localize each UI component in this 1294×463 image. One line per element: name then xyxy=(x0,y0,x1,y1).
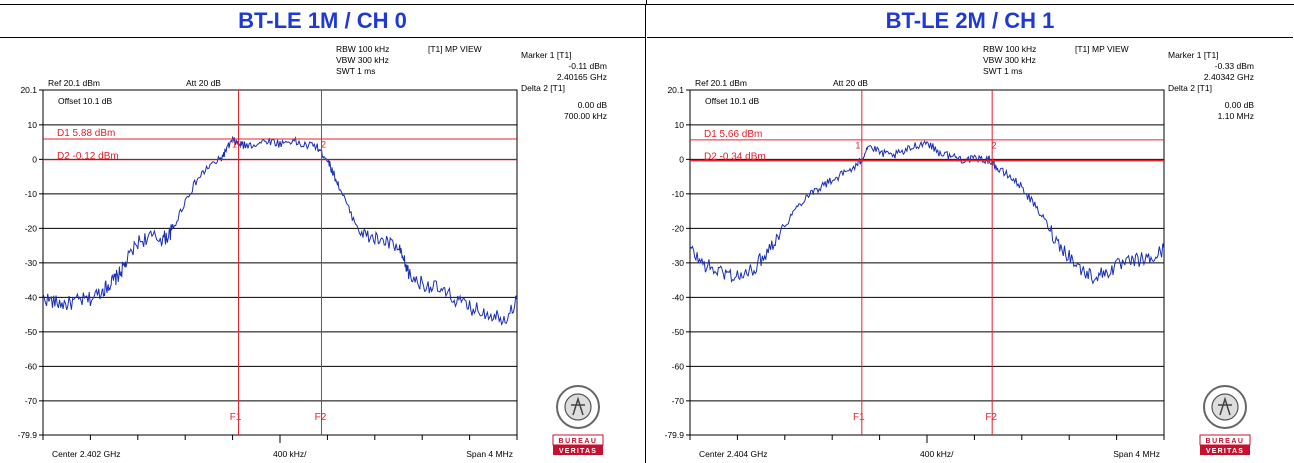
d2-label: D2 -0.34 dBm xyxy=(704,152,766,163)
bv-logo-line2: VERITAS xyxy=(559,448,597,455)
delta2-level: 0.00 dB xyxy=(1225,100,1255,110)
seal-inner-figure xyxy=(1211,393,1239,421)
bv-logo-line1: BUREAU xyxy=(1206,438,1245,445)
panel-title: BT-LE 1M / CH 0 xyxy=(0,5,645,38)
marker1-level: -0.33 dBm xyxy=(1215,61,1254,71)
d1-label: D1 5.88 dBm xyxy=(57,128,115,139)
y-tick-label: -79.9 xyxy=(665,430,685,440)
y-tick-label: -20 xyxy=(672,223,685,233)
offset-label: Offset 10.1 dB xyxy=(58,96,113,106)
f2-label: F2 xyxy=(985,412,997,423)
marker-1-index: 1 xyxy=(855,140,860,150)
ref-level-label: Ref 20.1 dBm xyxy=(695,78,747,88)
rbw-label: RBW 100 kHz xyxy=(336,44,389,54)
delta2-label: Delta 2 [T1] xyxy=(1168,83,1212,93)
y-tick-label: -70 xyxy=(672,396,685,406)
rbw-label: RBW 100 kHz xyxy=(983,44,1036,54)
bv-logo-line1: BUREAU xyxy=(559,438,598,445)
f1-label: F1 xyxy=(230,412,242,423)
vbw-label: VBW 300 kHz xyxy=(336,55,389,65)
f2-label: F2 xyxy=(315,412,327,423)
swt-label: SWT 1 ms xyxy=(336,66,376,76)
y-tick-label: -60 xyxy=(25,361,38,371)
marker1-label: Marker 1 [T1] xyxy=(1168,50,1219,60)
marker1-label: Marker 1 [T1] xyxy=(521,50,572,60)
bv-logo-line2: VERITAS xyxy=(1206,448,1244,455)
d2-label: D2 -0.12 dBm xyxy=(57,151,119,162)
marker-2-index: 2 xyxy=(992,140,997,150)
vbw-label: VBW 300 kHz xyxy=(983,55,1036,65)
y-tick-label: -60 xyxy=(672,361,685,371)
y-tick-label: -70 xyxy=(25,396,38,406)
bv-logo-bottom xyxy=(1200,445,1250,455)
bureau-veritas-seal xyxy=(1203,385,1247,429)
y-tick-label: 20.1 xyxy=(667,85,684,95)
marker1-freq: 2.40342 GHz xyxy=(1204,72,1254,82)
y-tick-label: 0 xyxy=(679,154,684,164)
panel-1: BT-LE 2M / CH 1 20.1 10 0 -10 -20 -30 -40 -50 -6… xyxy=(647,5,1293,463)
y-tick-label: -40 xyxy=(25,292,38,302)
spectrum-chart-0: 20.1 10 0 -10 -20 -30 -40 -50 -60 -70 -79.9 RBW 100… xyxy=(18,44,608,459)
div-label: 400 kHz/ xyxy=(273,449,307,459)
spectrum-trace xyxy=(689,140,1165,285)
marker-1-index: 1 xyxy=(232,140,237,150)
top-divider xyxy=(646,0,647,5)
y-tick-label: -30 xyxy=(672,258,685,268)
top-strip xyxy=(0,0,1294,5)
y-tick-label: -79.9 xyxy=(18,430,38,440)
center-freq-label: Center 2.404 GHz xyxy=(699,449,768,459)
f1-label: F1 xyxy=(853,412,865,423)
delta2-level: 0.00 dB xyxy=(578,100,608,110)
view-mode-label: [T1] MP VIEW xyxy=(428,44,482,54)
span-label: Span 4 MHz xyxy=(1113,449,1160,459)
y-tick-label: -10 xyxy=(25,189,38,199)
swt-label: SWT 1 ms xyxy=(983,66,1023,76)
y-tick-label: -20 xyxy=(25,223,38,233)
div-label: 400 kHz/ xyxy=(920,449,954,459)
panel-title: BT-LE 2M / CH 1 xyxy=(647,5,1293,38)
view-mode-label: [T1] MP VIEW xyxy=(1075,44,1129,54)
offset-label: Offset 10.1 dB xyxy=(705,96,760,106)
panel-0: BT-LE 1M / CH 0 20.1 10 0 -10 -20 -30 -40 -50 -6… xyxy=(0,5,646,463)
y-tick-label: -40 xyxy=(672,292,685,302)
delta2-freq: 1.10 MHz xyxy=(1218,111,1254,121)
d1-label: D1 5.66 dBm xyxy=(704,129,762,140)
seal-figure-icon xyxy=(1218,396,1232,416)
y-tick-label: -10 xyxy=(672,189,685,199)
ref-level-label: Ref 20.1 dBm xyxy=(48,78,100,88)
y-tick-label: 10 xyxy=(675,120,685,130)
y-tick-label: 20.1 xyxy=(20,85,37,95)
y-tick-label: -30 xyxy=(25,258,38,268)
marker-2-index: 2 xyxy=(321,140,326,150)
marker1-level: -0.11 dBm xyxy=(568,61,607,71)
bureau-veritas-seal xyxy=(556,385,600,429)
spectrum-trace xyxy=(42,135,518,326)
bv-logo-bottom xyxy=(553,445,603,455)
seal-figure-icon xyxy=(571,396,585,416)
y-tick-label: -50 xyxy=(25,327,38,337)
y-tick-label: 10 xyxy=(28,120,38,130)
marker1-freq: 2.40165 GHz xyxy=(557,72,607,82)
attenuation-label: Att 20 dB xyxy=(186,78,221,88)
spectrum-chart-1: 20.1 10 0 -10 -20 -30 -40 -50 -60 -70 -79.9 RBW 100… xyxy=(665,44,1255,459)
center-freq-label: Center 2.402 GHz xyxy=(52,449,121,459)
seal-inner-figure xyxy=(564,393,592,421)
delta2-freq: 700.00 kHz xyxy=(564,111,607,121)
y-tick-label: 0 xyxy=(32,154,37,164)
delta2-label: Delta 2 [T1] xyxy=(521,83,565,93)
y-tick-label: -50 xyxy=(672,327,685,337)
span-label: Span 4 MHz xyxy=(466,449,513,459)
attenuation-label: Att 20 dB xyxy=(833,78,868,88)
